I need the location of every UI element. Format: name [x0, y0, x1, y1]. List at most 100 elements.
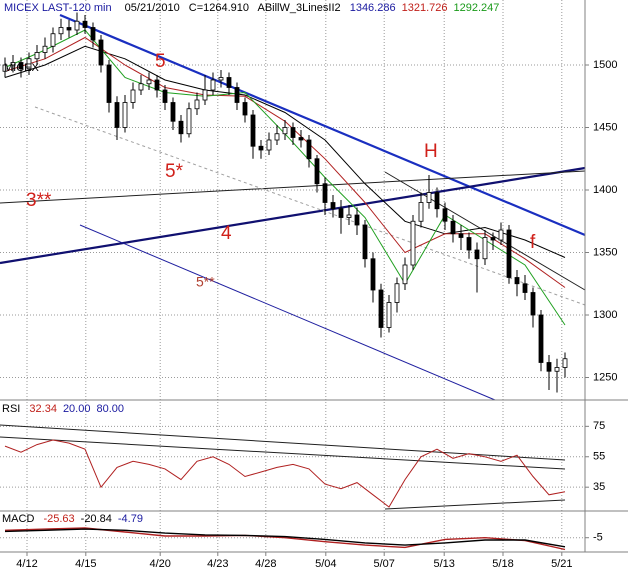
annotation: 4: [221, 223, 232, 244]
annotation: 5: [155, 51, 166, 72]
candle-body: [514, 277, 520, 285]
candle-body: [322, 183, 328, 203]
candle-body: [530, 292, 536, 316]
candle-body: [386, 302, 392, 328]
candle-body: [338, 208, 344, 218]
candle-body: [218, 77, 224, 81]
candle-body: [546, 362, 552, 372]
candle-body: [450, 220, 456, 235]
header-value: 32.34: [29, 403, 57, 415]
candle-body: [34, 52, 40, 60]
frame: [0, 0, 628, 553]
x-tick-label: 5/21: [551, 558, 572, 570]
candle-body: [194, 99, 200, 110]
trend-line: [34, 106, 586, 306]
header: MICEX LAST-120 min 05/21/2010 C=1264.910…: [4, 2, 499, 14]
header-study: ABillW_3LinesII2: [257, 2, 340, 14]
candle-body: [506, 229, 512, 278]
grid-layer: [0, 0, 585, 552]
candle-body: [146, 79, 152, 85]
candle-body: [354, 214, 360, 226]
candle-body: [18, 62, 24, 70]
candle-body: [490, 237, 496, 241]
candle-body: [554, 367, 560, 372]
candle-body: [258, 145, 264, 151]
header-value: 1292.247: [453, 2, 499, 14]
x-tick-label: 4/15: [75, 558, 96, 570]
x-tick-label: 4/12: [16, 558, 37, 570]
annotation: 3**: [26, 190, 52, 211]
candle-body: [210, 79, 216, 91]
symbol-label: MICEX: [4, 62, 40, 74]
candle-body: [26, 58, 32, 70]
candle-body: [82, 20, 88, 28]
candle-body: [10, 62, 16, 66]
header-last: C=1264.910: [189, 2, 249, 14]
candle-body: [2, 64, 8, 72]
candle-body: [58, 27, 64, 35]
y-tick-label: 1250: [593, 371, 617, 383]
candle-body: [106, 64, 112, 103]
candle-body: [122, 102, 128, 128]
candle-body: [306, 139, 312, 160]
trend-line: [79, 224, 496, 401]
rsi-trend-line: [384, 499, 566, 510]
macd-header: MACD -25.63 -20.84 -4.79: [2, 513, 143, 525]
candle-body: [402, 264, 408, 285]
x-tick-label: 5/07: [373, 558, 394, 570]
candle-body: [98, 39, 104, 66]
rsi-title: RSI: [2, 403, 20, 415]
candle-body: [66, 27, 72, 31]
data-layer: [2, 12, 568, 551]
moving-average: [4, 45, 566, 258]
trend-lines: [0, 13, 586, 510]
header-value: -4.79: [118, 513, 143, 525]
candle-body: [42, 45, 48, 53]
candle-body: [346, 214, 352, 218]
candle-body: [282, 127, 288, 135]
header-date: 05/21/2010: [125, 2, 180, 14]
candle-body: [130, 89, 136, 103]
rsi-line: [4, 439, 566, 508]
x-tick-label: 4/20: [149, 558, 170, 570]
macd-line: [4, 528, 566, 548]
candle-body: [178, 120, 184, 135]
candle-body: [234, 87, 240, 103]
candle-body: [154, 79, 160, 91]
candle-body: [362, 224, 368, 260]
candle-body: [562, 358, 568, 368]
annotation: H: [424, 141, 438, 162]
header-value: -20.84: [81, 513, 112, 525]
candle-body: [538, 314, 544, 363]
x-tick-label: 5/18: [492, 558, 513, 570]
y-tick-label: 1400: [593, 184, 617, 196]
candle-body: [290, 127, 296, 138]
y-tick-label: 1300: [593, 309, 617, 321]
candle-body: [410, 220, 416, 266]
header-value: -25.63: [43, 513, 74, 525]
macd-title: MACD: [2, 513, 34, 525]
candle-body: [114, 102, 120, 128]
y-tick-label: 75: [593, 420, 605, 432]
header-value: 80.00: [96, 403, 124, 415]
candle-body: [330, 202, 336, 210]
annotation: 5**: [196, 274, 215, 290]
candle-body: [482, 237, 488, 260]
annotation: f: [530, 232, 536, 253]
header-value: 1321.726: [402, 2, 448, 14]
candle-body: [162, 89, 168, 103]
candle-body: [186, 108, 192, 135]
trend-line: [59, 13, 586, 237]
x-tick-label: 4/23: [207, 558, 228, 570]
y-tick-label: 1450: [593, 121, 617, 133]
y-tick-label: 35: [593, 481, 605, 493]
candle-body: [426, 192, 432, 203]
y-tick-label: 1500: [593, 59, 617, 71]
trend-line: [0, 166, 586, 265]
candle-body: [90, 27, 96, 41]
x-tick-label: 5/13: [433, 558, 454, 570]
candle-body: [498, 229, 504, 241]
candle-body: [378, 289, 384, 328]
rsi-header: RSI 32.34 20.00 80.00: [2, 403, 124, 415]
